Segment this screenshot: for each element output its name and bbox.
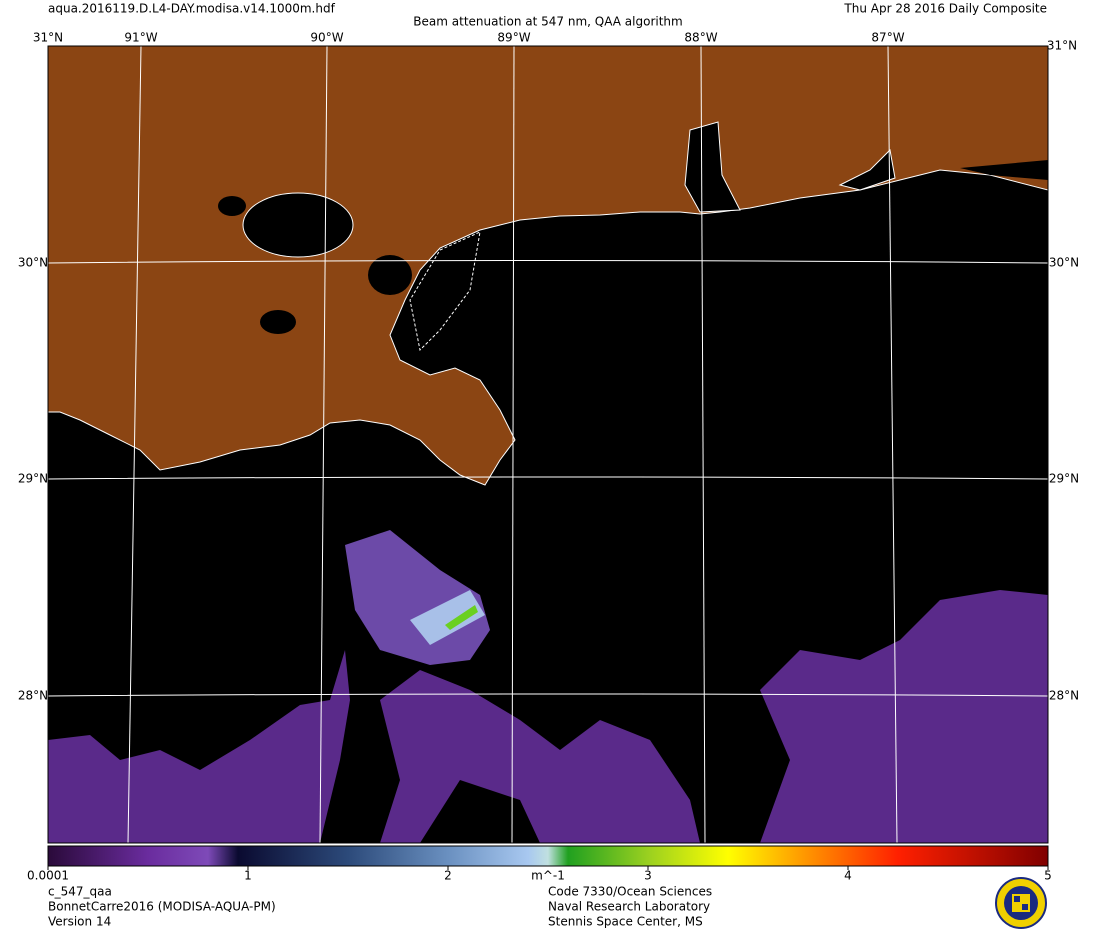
colorbar-tick-label: 2 [444, 869, 452, 883]
lon-label: 87°W [871, 31, 904, 45]
org-line: Stennis Space Center, MS [548, 915, 703, 929]
lat-label: 30°N [18, 256, 48, 270]
bay [684, 121, 741, 213]
colorbar-tick-label: 4 [844, 869, 852, 883]
lat-label: 31°N [1047, 39, 1077, 53]
marsh [409, 231, 481, 352]
file-name: aqua.2016119.D.L4-DAY.modisa.v14.1000m.h… [48, 2, 336, 16]
lat-label: 30°N [1049, 256, 1079, 270]
colorbar [47, 845, 1049, 867]
map-frame [47, 45, 1049, 844]
plume [48, 650, 350, 843]
lake [218, 196, 246, 216]
lake [242, 192, 354, 258]
version: Version 14 [48, 915, 111, 929]
lat-label: 31°N [33, 31, 63, 45]
date-label: Thu Apr 28 2016 Daily Composite [843, 2, 1047, 16]
colorbar-unit: m^-1 [531, 869, 565, 883]
lon-label: 90°W [310, 31, 343, 45]
plume-core [410, 590, 485, 645]
logo [995, 877, 1047, 929]
lat-label: 29°N [1049, 472, 1079, 486]
colorbar-ticks: 0.0001 1 2 3 4 5 [27, 866, 1052, 883]
lake [260, 310, 296, 334]
plume [760, 590, 1048, 843]
colorbar-tick-label: 3 [644, 869, 652, 883]
graticule [48, 46, 1048, 843]
project-name: BonnetCarre2016 (MODISA-AQUA-PM) [48, 900, 276, 914]
colorbar-tick-label: 1 [244, 869, 252, 883]
plume [380, 670, 700, 843]
org-line: Naval Research Laboratory [548, 900, 710, 914]
lon-label: 89°W [497, 31, 530, 45]
map-area [48, 46, 1048, 843]
lat-label: 29°N [18, 472, 48, 486]
map-title: Beam attenuation at 547 nm, QAA algorith… [413, 15, 682, 29]
bay [838, 148, 896, 191]
lake [368, 255, 412, 295]
colorbar-tick-label: 5 [1044, 869, 1052, 883]
lat-label: 28°N [18, 689, 48, 703]
land [48, 46, 1048, 486]
lon-label: 88°W [684, 31, 717, 45]
colorbar-tick-label: 0.0001 [27, 869, 69, 883]
bay [960, 160, 1048, 180]
lon-label: 91°W [124, 31, 157, 45]
plume-core [445, 605, 478, 630]
org-line: Code 7330/Ocean Sciences [548, 885, 712, 899]
lat-label: 28°N [1049, 689, 1079, 703]
product-name: c_547_qaa [48, 885, 112, 899]
